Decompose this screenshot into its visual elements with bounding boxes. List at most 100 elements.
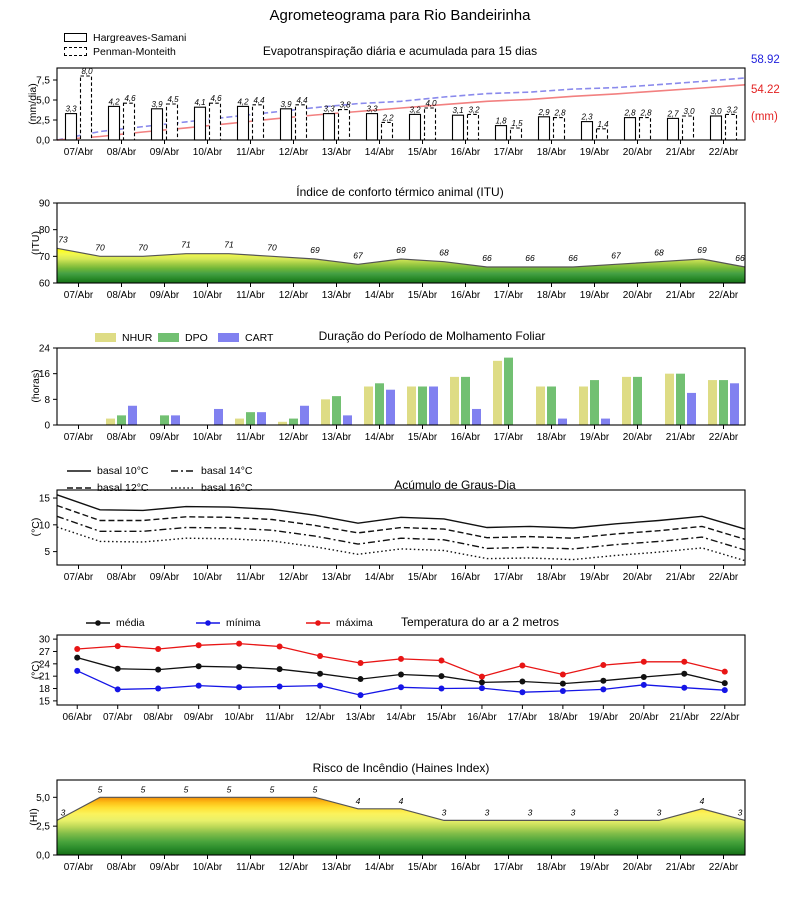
y-tick-label: 24 — [39, 659, 51, 670]
penman-swatch — [64, 47, 87, 56]
bar-nhur — [493, 360, 502, 425]
maxima-line-swatch — [306, 619, 330, 626]
bar-cart — [257, 412, 266, 425]
x-tick-label: 17/Abr — [494, 147, 524, 158]
bar-hargreaves — [365, 113, 379, 141]
x-tick-label: 17/Abr — [494, 290, 524, 301]
temperature-marker-máxima — [681, 658, 688, 665]
x-tick-label: 09/Abr — [150, 572, 180, 583]
y-tick-label: 80 — [39, 225, 51, 236]
x-tick-label: 21/Abr — [666, 862, 696, 873]
bar-penman — [122, 102, 136, 141]
bar-dpo — [246, 412, 255, 425]
x-tick-label: 16/Abr — [451, 147, 481, 158]
x-tick-label: 16/Abr — [451, 432, 481, 443]
bar-nhur — [536, 386, 545, 425]
y-tick-label: 8 — [44, 395, 50, 406]
bar-cart — [343, 415, 352, 425]
y-tick-label: 10 — [39, 520, 51, 531]
y-tick-label: 21 — [39, 672, 51, 683]
legend-label-cart: CART — [245, 331, 274, 344]
bar-value-label: 3,1 — [452, 106, 463, 115]
haines-line — [56, 796, 746, 822]
bar-nhur — [622, 376, 631, 425]
x-tick-label: 13/Abr — [322, 862, 352, 873]
x-tick-label: 06/Abr — [63, 712, 93, 723]
x-tick-label: 08/Abr — [107, 147, 137, 158]
temperature-marker-mínima — [478, 685, 485, 692]
temperature-marker-mínima — [640, 681, 647, 688]
y-tick-label: 18 — [39, 684, 51, 695]
temperature-marker-máxima — [317, 653, 324, 659]
temperature-marker-média — [681, 670, 688, 677]
legend-label-penman: Penman-Monteith — [93, 45, 176, 58]
haines-value-label: 5 — [141, 784, 146, 794]
x-tick-label: 11/Abr — [236, 147, 265, 158]
haines-value-label: 3 — [614, 807, 619, 817]
y-tick-label: 16 — [39, 369, 51, 380]
y-tick-label: 60 — [39, 279, 51, 290]
temperature-marker-mínima — [276, 683, 283, 690]
bar-value-label: 2,7 — [666, 109, 679, 118]
x-tick-label: 22/Abr — [709, 572, 739, 583]
temperature-marker-média — [357, 676, 364, 683]
temperature-marker-mínima — [519, 689, 526, 696]
temperature-marker-mínima — [398, 684, 404, 691]
legend-item-penman: Penman-Monteith — [64, 45, 176, 58]
plot-border — [56, 202, 746, 284]
x-tick-label: 12/Abr — [279, 862, 309, 873]
x-tick-label: 15/Abr — [408, 572, 438, 583]
legend-item-basal14: basal 14°C — [170, 464, 252, 477]
itu-value-label: 69 — [310, 245, 320, 255]
bar-dpo — [633, 376, 642, 425]
bar-penman — [337, 109, 351, 141]
y-tick-label: 5,0 — [36, 793, 50, 804]
bar-nhur — [321, 399, 330, 425]
itu-value-label: 70 — [267, 242, 277, 252]
itu-line — [56, 247, 746, 268]
itu-value-label: 67 — [611, 250, 621, 260]
haines-value-label: 5 — [313, 784, 318, 794]
x-tick-label: 07/Abr — [64, 290, 94, 301]
temperature-marker-mínima — [74, 667, 81, 674]
temperature-marker-média — [398, 671, 404, 678]
x-tick-label: 07/Abr — [64, 862, 94, 873]
haines-value-label: 5 — [184, 784, 189, 794]
temperature-marker-mínima — [195, 682, 202, 689]
plot-border — [56, 489, 746, 566]
bar-value-label: 4,5 — [167, 95, 179, 104]
x-tick-label: 18/Abr — [537, 290, 567, 301]
x-tick-label: 09/Abr — [184, 712, 214, 723]
bar-nhur — [235, 418, 244, 425]
bar-hargreaves — [64, 113, 78, 141]
x-tick-label: 15/Abr — [408, 147, 438, 158]
x-tick-label: 17/Abr — [494, 862, 524, 873]
bar-hargreaves — [322, 113, 336, 141]
x-tick-label: 19/Abr — [580, 862, 610, 873]
temperature-marker-mínima — [721, 687, 728, 694]
bar-value-label: 2,9 — [537, 108, 550, 117]
x-tick-label: 14/Abr — [365, 572, 395, 583]
itu-value-label: 70 — [95, 242, 105, 252]
panel-title-leaf-wetness: Duração do Período de Molhamento Foliar — [318, 329, 546, 343]
temperature-marker-máxima — [559, 671, 566, 678]
bar-hargreaves — [666, 117, 680, 141]
x-tick-label: 11/Abr — [265, 712, 294, 723]
bar-value-label: 4,0 — [425, 99, 437, 108]
bar-penman — [638, 117, 652, 141]
haines-value-label: 3 — [571, 807, 576, 817]
bar-value-label: 3,0 — [710, 107, 722, 116]
bar-penman — [251, 104, 265, 141]
itu-value-label: 68 — [439, 248, 449, 258]
legend-label-basal14: basal 14°C — [201, 464, 253, 477]
hargreaves-accumulated-total: 54.22 — [751, 84, 780, 96]
y-tick-label: 90 — [39, 199, 51, 210]
itu-value-label: 66 — [525, 253, 535, 263]
y-tick-label: 0,0 — [36, 851, 50, 862]
haines-value-label: 5 — [227, 784, 232, 794]
bar-hargreaves — [537, 116, 551, 141]
x-tick-label: 21/Abr — [666, 147, 696, 158]
page-title: Agrometeograma para Rio Bandeirinha — [269, 7, 531, 24]
bar-value-label: 4,1 — [194, 98, 205, 107]
x-tick-label: 16/Abr — [451, 572, 481, 583]
